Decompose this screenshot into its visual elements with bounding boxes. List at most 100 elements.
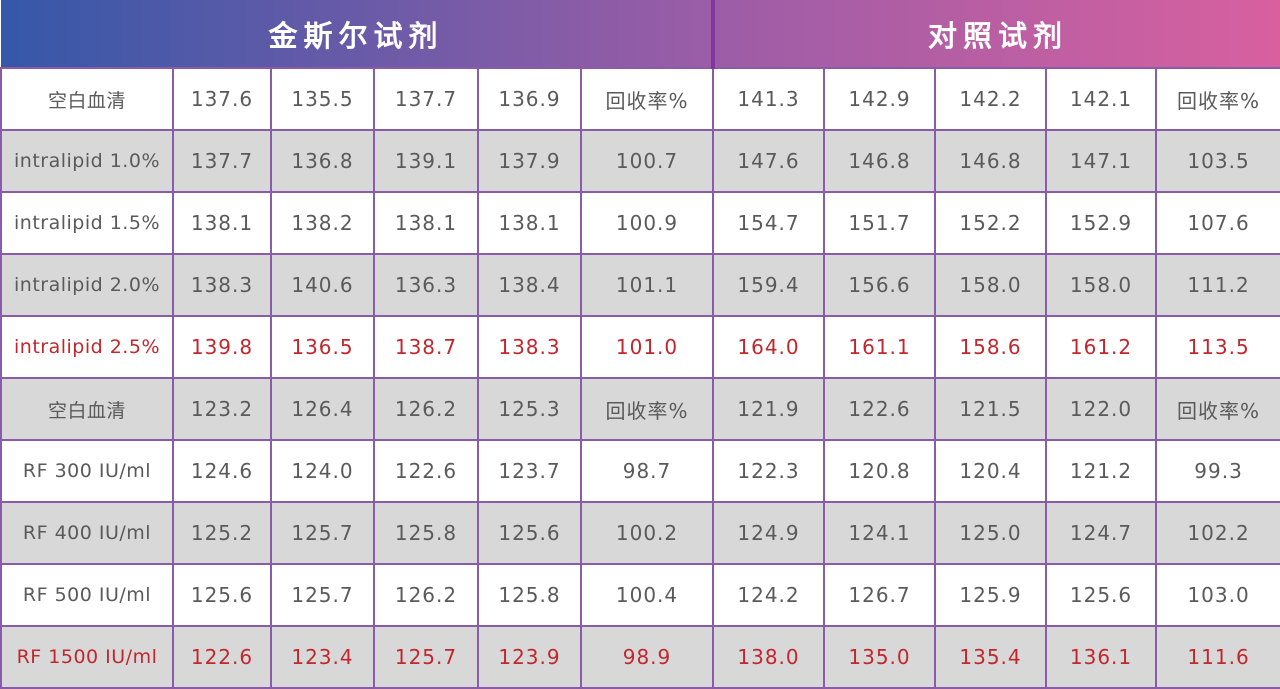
value-cell: 113.5 xyxy=(1155,315,1280,379)
value-cell: 123.2 xyxy=(172,377,272,441)
value-cell: 139.1 xyxy=(373,129,479,193)
row-label: RF 500 IU/ml xyxy=(0,563,174,627)
value-cell: 159.4 xyxy=(712,253,826,317)
value-cell: 103.0 xyxy=(1155,563,1280,627)
row-label: RF 400 IU/ml xyxy=(0,501,174,565)
table-row: intralipid 1.0% 137.7 136.8 139.1 137.9 100.7… xyxy=(0,129,1280,193)
value-cell: 141.3 xyxy=(712,67,826,131)
value-cell: 101.1 xyxy=(579,253,715,317)
value-cell: 142.9 xyxy=(823,67,937,131)
value-cell: 152.2 xyxy=(934,191,1048,255)
header-row: 金斯尔试剂 对照试剂 xyxy=(1,0,1280,68)
value-cell: 124.7 xyxy=(1045,501,1158,565)
value-cell: 151.7 xyxy=(823,191,937,255)
recovery-rate-label: 回收率% xyxy=(579,377,715,441)
value-cell: 164.0 xyxy=(712,315,826,379)
value-cell: 111.6 xyxy=(1155,625,1280,689)
value-cell: 125.8 xyxy=(373,501,479,565)
value-cell: 125.7 xyxy=(270,563,375,627)
value-cell: 111.2 xyxy=(1155,253,1280,317)
value-cell: 136.1 xyxy=(1045,625,1158,689)
value-cell: 140.6 xyxy=(270,253,375,317)
value-cell: 146.8 xyxy=(934,129,1048,193)
value-cell: 136.9 xyxy=(477,67,582,131)
value-cell: 161.1 xyxy=(823,315,937,379)
table-row: intralipid 1.5% 138.1 138.2 138.1 138.1 100.9… xyxy=(0,191,1280,255)
row-label: 空白血清 xyxy=(0,377,174,441)
value-cell: 136.5 xyxy=(270,315,375,379)
value-cell: 142.2 xyxy=(934,67,1048,131)
value-cell: 125.7 xyxy=(373,625,479,689)
value-cell: 135.0 xyxy=(823,625,937,689)
value-cell: 136.3 xyxy=(373,253,479,317)
row-label: intralipid 1.0% xyxy=(0,129,174,193)
value-cell: 124.2 xyxy=(712,563,826,627)
value-cell: 136.8 xyxy=(270,129,375,193)
value-cell: 124.6 xyxy=(172,439,272,503)
row-label: intralipid 2.5% xyxy=(0,315,174,379)
value-cell: 123.4 xyxy=(270,625,375,689)
value-cell: 125.0 xyxy=(934,501,1048,565)
table-row: 空白血清 137.6 135.5 137.7 136.9 回收率% 141.3 142.9 14… xyxy=(0,67,1280,131)
value-cell: 138.1 xyxy=(373,191,479,255)
table-row: RF 400 IU/ml 125.2 125.7 125.8 125.6 100.2 124… xyxy=(0,501,1280,565)
value-cell: 138.4 xyxy=(477,253,582,317)
table-header: 金斯尔试剂 对照试剂 xyxy=(1,0,1280,68)
value-cell: 107.6 xyxy=(1155,191,1280,255)
value-cell: 158.6 xyxy=(934,315,1048,379)
value-cell: 125.6 xyxy=(172,563,272,627)
value-cell: 138.7 xyxy=(373,315,479,379)
value-cell: 126.2 xyxy=(373,563,479,627)
value-cell: 152.9 xyxy=(1045,191,1158,255)
table-row: 空白血清 123.2 126.4 126.2 125.3 回收率% 121.9 122.6 12… xyxy=(0,377,1280,441)
value-cell: 123.9 xyxy=(477,625,582,689)
value-cell: 121.5 xyxy=(934,377,1048,441)
header-right-title: 对照试剂 xyxy=(711,0,1280,68)
value-cell: 147.1 xyxy=(1045,129,1158,193)
value-cell: 126.4 xyxy=(270,377,375,441)
value-cell: 125.9 xyxy=(934,563,1048,627)
value-cell: 98.7 xyxy=(579,439,715,503)
value-cell: 138.0 xyxy=(712,625,826,689)
value-cell: 126.7 xyxy=(823,563,937,627)
value-cell: 120.8 xyxy=(823,439,937,503)
value-cell: 142.1 xyxy=(1045,67,1158,131)
value-cell: 122.0 xyxy=(1045,377,1158,441)
recovery-rate-label: 回收率% xyxy=(1155,67,1280,131)
value-cell: 123.7 xyxy=(477,439,582,503)
table-body: 空白血清 137.6 135.5 137.7 136.9 回收率% 141.3 142.9 14… xyxy=(0,67,1280,689)
value-cell: 156.6 xyxy=(823,253,937,317)
table-row: RF 1500 IU/ml 122.6 123.4 125.7 123.9 98.9 138… xyxy=(0,625,1280,689)
value-cell: 138.1 xyxy=(172,191,272,255)
value-cell: 121.9 xyxy=(712,377,826,441)
row-label: intralipid 2.0% xyxy=(0,253,174,317)
value-cell: 146.8 xyxy=(823,129,937,193)
value-cell: 137.7 xyxy=(172,129,272,193)
value-cell: 138.3 xyxy=(172,253,272,317)
header-left-title: 金斯尔试剂 xyxy=(1,0,714,68)
value-cell: 98.9 xyxy=(579,625,715,689)
value-cell: 125.3 xyxy=(477,377,582,441)
row-label: RF 1500 IU/ml xyxy=(0,625,174,689)
value-cell: 147.6 xyxy=(712,129,826,193)
row-label: 空白血清 xyxy=(0,67,174,131)
value-cell: 138.1 xyxy=(477,191,582,255)
value-cell: 124.0 xyxy=(270,439,375,503)
value-cell: 100.4 xyxy=(579,563,715,627)
value-cell: 103.5 xyxy=(1155,129,1280,193)
value-cell: 101.0 xyxy=(579,315,715,379)
table-row: RF 300 IU/ml 124.6 124.0 122.6 123.7 98.7 122.… xyxy=(0,439,1280,503)
value-cell: 158.0 xyxy=(934,253,1048,317)
value-cell: 139.8 xyxy=(172,315,272,379)
value-cell: 125.7 xyxy=(270,501,375,565)
row-label: intralipid 1.5% xyxy=(0,191,174,255)
value-cell: 124.9 xyxy=(712,501,826,565)
value-cell: 99.3 xyxy=(1155,439,1280,503)
table-row: RF 500 IU/ml 125.6 125.7 126.2 125.8 100.4 124… xyxy=(0,563,1280,627)
value-cell: 161.2 xyxy=(1045,315,1158,379)
row-label: RF 300 IU/ml xyxy=(0,439,174,503)
value-cell: 125.6 xyxy=(477,501,582,565)
value-cell: 100.7 xyxy=(579,129,715,193)
value-cell: 122.3 xyxy=(712,439,826,503)
